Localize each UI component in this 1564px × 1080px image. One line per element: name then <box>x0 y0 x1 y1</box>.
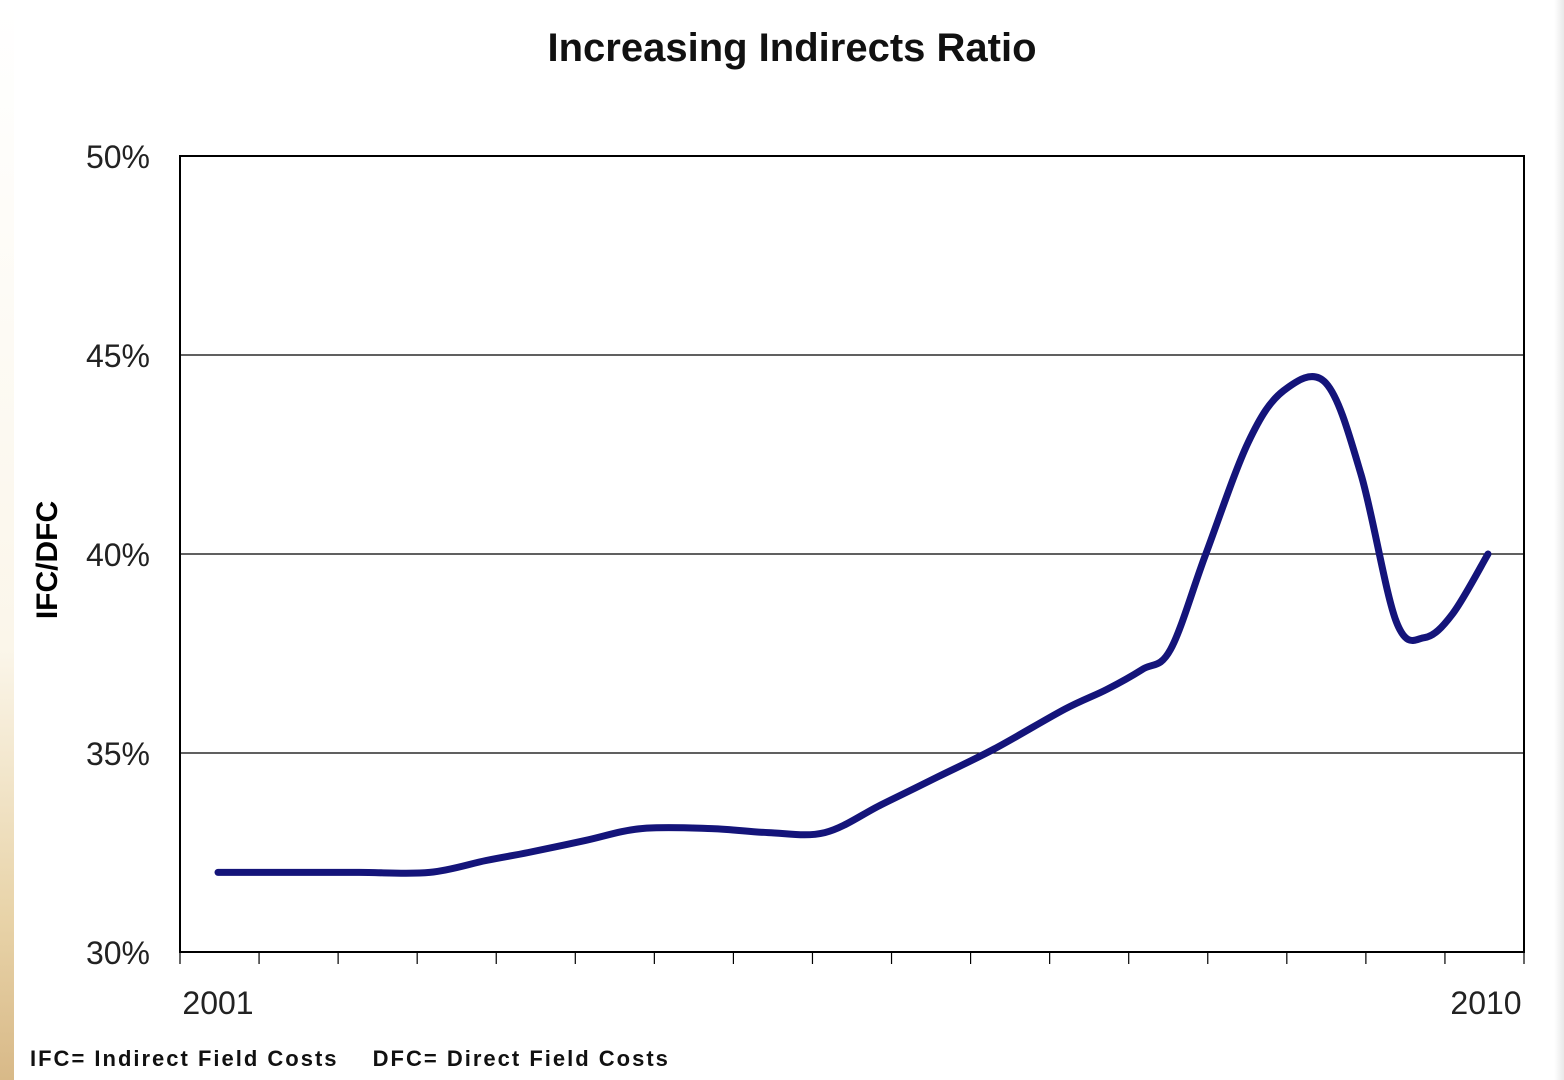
series-line <box>214 373 1492 877</box>
gridlines <box>180 354 1524 754</box>
footnote-dfc: DFC= Direct Field Costs <box>372 1046 670 1071</box>
y-tick-label: 45% <box>86 338 150 374</box>
footnote-ifc: IFC= Indirect Field Costs <box>30 1046 339 1071</box>
y-tick-label: 50% <box>86 139 150 175</box>
y-tick-label: 30% <box>86 935 150 971</box>
chart-title: Increasing Indirects Ratio <box>547 26 1037 70</box>
y-tick-label: 35% <box>86 736 150 772</box>
series-group <box>214 373 1492 877</box>
left-edge-decoration <box>0 0 14 1080</box>
right-edge-decoration <box>1554 0 1564 1080</box>
x-tick-label: 2001 <box>182 985 253 1021</box>
y-axis-ticks: 50% 45% 40% 35% 30% <box>86 139 150 971</box>
x-axis-ticks: 2001 2010 <box>179 952 1525 1021</box>
footnote: IFC= Indirect Field Costs DFC= Direct Fi… <box>30 1046 696 1072</box>
y-axis-label: IFC/DFC <box>31 500 64 620</box>
y-tick-label: 40% <box>86 537 150 573</box>
x-tick-label: 2010 <box>1450 985 1521 1021</box>
